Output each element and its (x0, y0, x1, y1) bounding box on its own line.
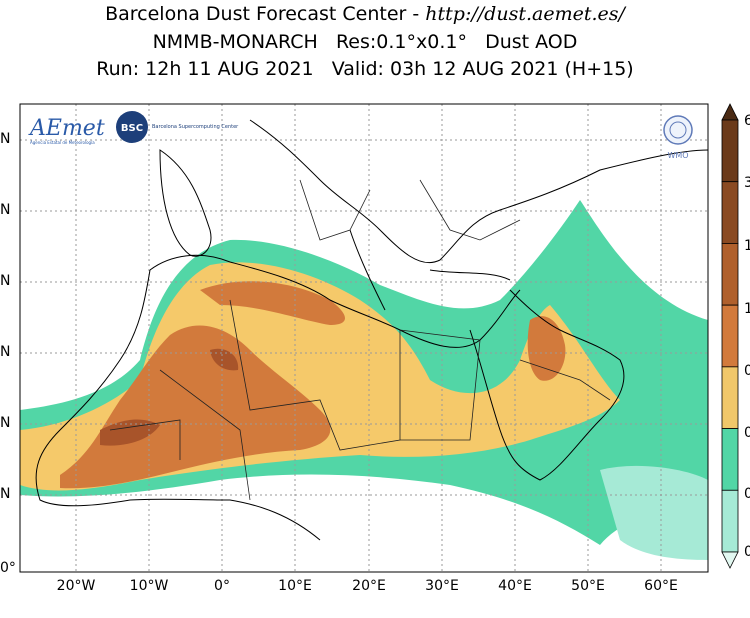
colorbar-tick-label: 1 (744, 238, 750, 254)
colorbar-tick-label: 0 (744, 486, 750, 502)
colorbar-top-arrow (721, 103, 739, 121)
aemet-logo-text: AEmet (28, 116, 105, 141)
bsc-logo: BSC Barcelona Supercomputing Center (116, 111, 239, 143)
lon-label: 20°W (56, 578, 96, 594)
colorbar-tick-label: 6 (744, 113, 750, 129)
aemet-logo-subtitle: Agencia Estatal de Meteorología (30, 140, 95, 145)
lat-label: N (0, 344, 11, 360)
graticule (20, 104, 708, 572)
coastlines (35, 119, 708, 541)
wmo-logo: WMO (663, 115, 693, 160)
colorbar-tick-label: 0 (744, 363, 750, 379)
title-line-1: Barcelona Dust Forecast Center - http://… (0, 3, 730, 25)
title-line-2: NMMB-MONARCH Res:0.1°x0.1° Dust AOD (152, 31, 578, 53)
colorbar-segment (721, 428, 739, 491)
dust-layer-high (60, 281, 566, 489)
wmo-logo-text: WMO (667, 151, 688, 160)
lon-label: 30°E (425, 578, 459, 594)
colorbar-segment (721, 181, 739, 244)
colorbar-tick-label: 1 (744, 301, 750, 317)
lon-label: 10°E (278, 578, 312, 594)
colorbar-tick-label: 0 (744, 425, 750, 441)
dust-layer-very-high (100, 348, 239, 446)
lon-label: 40°E (498, 578, 532, 594)
lon-label: 60°E (644, 578, 678, 594)
colorbar-segment (721, 119, 739, 183)
colorbar-segment (721, 304, 739, 368)
colorbar (721, 103, 739, 569)
colorbar-tick-label: 3 (744, 175, 750, 191)
lon-label: 10°W (129, 578, 169, 594)
bsc-logo-text: BSC (121, 123, 143, 134)
lon-label: 0° (214, 578, 230, 594)
lat-label: N (0, 486, 11, 502)
lat-label: 0° (0, 560, 16, 576)
lat-label: N (0, 273, 11, 289)
colorbar-segment (721, 489, 739, 553)
colorbar-segment (721, 243, 739, 306)
lon-label: 50°E (571, 578, 605, 594)
lat-label: N (0, 131, 11, 147)
colorbar-tick-label: 0 (744, 544, 750, 560)
map-frame (19, 103, 709, 573)
title-url[interactable]: http://dust.aemet.es/ (425, 3, 625, 25)
country-borders (109, 179, 611, 501)
lon-label: 20°E (352, 578, 386, 594)
bsc-logo-caption: Barcelona Supercomputing Center (152, 124, 239, 130)
lat-label: N (0, 202, 11, 218)
title-line-3: Run: 12h 11 AUG 2021 Valid: 03h 12 AUG 2… (96, 58, 634, 80)
colorbar-bottom-arrow (721, 551, 739, 569)
aemet-logo: AEmet Agencia Estatal de Meteorología (28, 116, 105, 145)
title-text: Barcelona Dust Forecast Center - (105, 3, 426, 25)
colorbar-segment (721, 366, 739, 429)
dust-layer-very-low (600, 465, 708, 560)
lat-label: N (0, 415, 11, 431)
